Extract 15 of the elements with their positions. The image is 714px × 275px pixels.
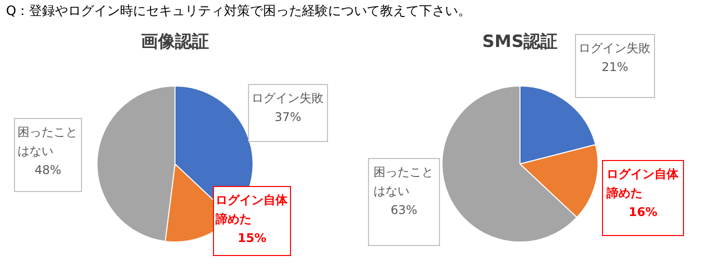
slice-label: ログイン失敗 (578, 40, 652, 57)
slice-label: 困ったことはない (18, 124, 78, 160)
chart-title: 画像認証 (141, 31, 209, 53)
slice-label: 困ったことはない (374, 164, 434, 200)
data-label: 63% (390, 202, 418, 220)
slice-label: ログイン失敗 (252, 90, 324, 107)
chart-title: SMS認証 (482, 31, 558, 53)
data-label: 15% (238, 230, 266, 248)
data-label: 16% (628, 204, 658, 222)
slice-label: ログイン自体諦めた (216, 192, 288, 228)
slice-label: ログイン自体諦めた (606, 166, 680, 202)
data-label: 37% (274, 109, 302, 126)
data-label: 21% (602, 59, 628, 76)
data-label: 48% (34, 162, 62, 180)
text: Q：登録やログイン時にセキュリティ対策で困った経験について教えて下さい。 (6, 3, 472, 20)
